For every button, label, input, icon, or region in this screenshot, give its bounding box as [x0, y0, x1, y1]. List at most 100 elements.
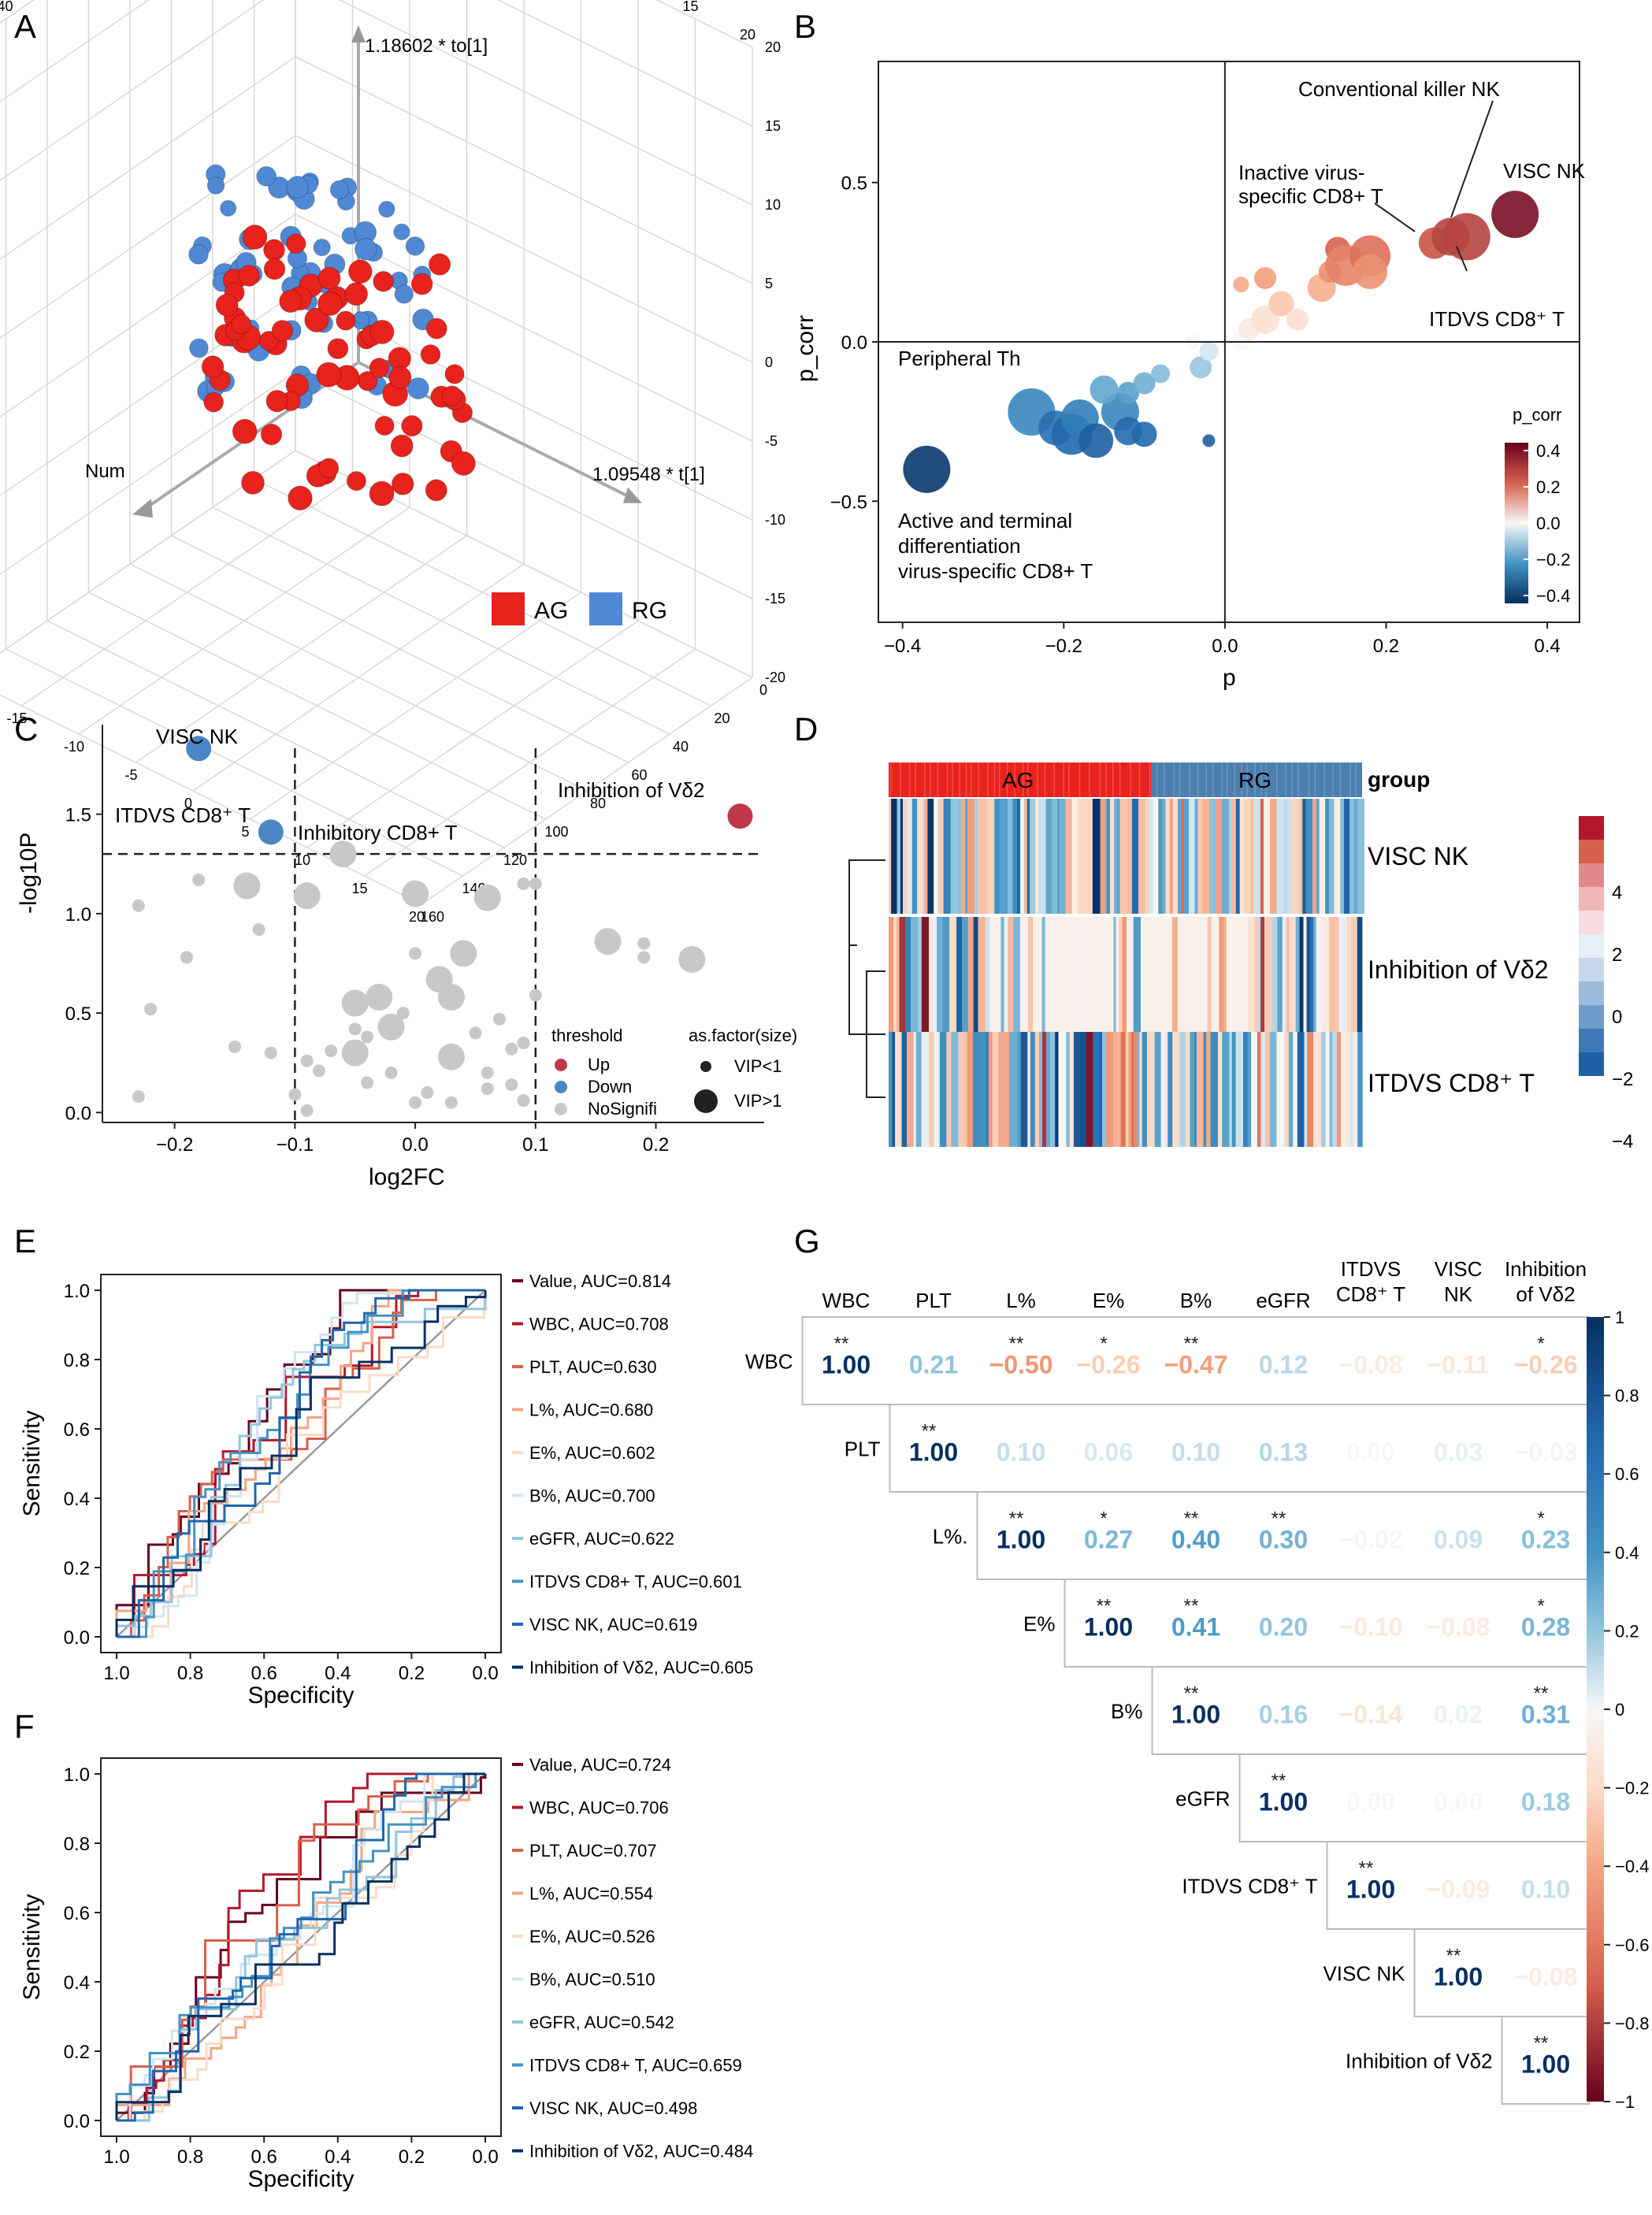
nosig-point: [637, 951, 651, 964]
group-label-ag: AG: [1002, 768, 1034, 792]
heatmap-cell: [1269, 1032, 1277, 1147]
heatmap-cell: [937, 917, 942, 1032]
nosig-point: [341, 989, 369, 1017]
ag-point: [232, 418, 258, 444]
nosig-point: [384, 1066, 398, 1079]
heatmap-cell: [1004, 917, 1008, 1032]
heatmap-cell: [989, 917, 994, 1032]
x-tick-label: 0.2: [399, 1663, 425, 1684]
x-tick-label: −0.1: [277, 1134, 314, 1156]
heatmap-cell: [1282, 917, 1286, 1032]
ag-point: [316, 362, 342, 388]
roc-frame: [100, 1274, 502, 1653]
tick-label: -10: [64, 739, 84, 755]
cbar-block: [1579, 958, 1604, 981]
loading-point: [1090, 375, 1119, 404]
heatmap-cell: [1060, 799, 1066, 914]
roc-xlabel: Specificity: [247, 1683, 354, 1709]
column-label: L%: [1006, 1289, 1036, 1312]
heatmap-cell: [1190, 1032, 1194, 1147]
corr-value: 0.41: [1171, 1613, 1220, 1642]
legend-nosig-label: NoSignifi: [588, 1099, 657, 1119]
label-c-itdvs: ITDVS CD8⁺ T: [115, 803, 251, 827]
ag-point: [327, 338, 349, 360]
legend-vip-small-dot: [700, 1061, 711, 1072]
heatmap-cell: [988, 1032, 993, 1147]
loading-point: [1199, 342, 1219, 362]
heatmap-cell: [1078, 799, 1086, 914]
heatmap-cell: [1122, 917, 1127, 1032]
corr-star: *: [1537, 1334, 1544, 1355]
panel-label-b: B: [794, 8, 816, 45]
heatmap-cell: [1257, 917, 1261, 1032]
group-stripe: [987, 762, 989, 797]
heatmap-cell: [1329, 1032, 1333, 1147]
ag-point: [347, 259, 373, 284]
heatmap-cell: [1055, 1032, 1059, 1147]
heatmap-cell: [1119, 799, 1127, 914]
loading-point: [1268, 291, 1294, 317]
nosig-point: [450, 940, 477, 967]
heatmap-cell: [1041, 917, 1045, 1032]
grid-line: [364, 648, 696, 877]
heatmap-cell: [1073, 917, 1082, 1032]
corr-value: −0.11: [1427, 1351, 1489, 1379]
heatmap-cell: [1250, 799, 1254, 914]
group-stripe: [952, 762, 953, 797]
tick-label: 0: [765, 354, 773, 370]
heatmap-cell: [1045, 917, 1049, 1032]
corr-value: 0.02: [1434, 1701, 1483, 1729]
heatmap-cell: [934, 1032, 940, 1147]
ag-point: [373, 271, 394, 292]
heatmap-cell: [1222, 1032, 1230, 1147]
panel-a-z-axis-label: 1.18602 * to[1]: [365, 35, 488, 57]
group-stripe: [1189, 762, 1190, 797]
rg-point: [189, 338, 209, 358]
corr-star: *: [1100, 1334, 1107, 1355]
heatmap-cell: [927, 799, 934, 914]
corr-star: *: [1537, 1508, 1544, 1530]
panel-label-g: G: [794, 1223, 820, 1260]
nosig-point: [481, 1066, 494, 1079]
nosig-point: [517, 1037, 530, 1049]
rg-point: [405, 236, 425, 256]
cbar-block: [1579, 887, 1604, 911]
heatmap-cell: [1221, 799, 1230, 914]
heatmap-cell: [1184, 799, 1189, 914]
roc-curve: [117, 1772, 485, 2122]
x-tick-label: 0.1: [522, 1134, 548, 1156]
y-tick-label: 0.5: [65, 1004, 91, 1025]
heatmap-cell: [949, 917, 957, 1032]
ag-point: [242, 224, 268, 250]
corr-value: 0.10: [997, 1438, 1045, 1467]
heatmap-cell: [1303, 917, 1307, 1032]
heatmap-cell: [1287, 799, 1293, 914]
dendrogram: [848, 859, 885, 1098]
x-tick-label: −0.2: [1045, 636, 1082, 657]
corr-value: 0.00: [1346, 1788, 1395, 1816]
heatmap-cell: [1197, 1032, 1204, 1147]
cbar-tick-label: 0.2: [1615, 1621, 1639, 1641]
roc-curve: [115, 1289, 485, 1637]
legend-down-label: Down: [588, 1077, 632, 1096]
loading-point: [1286, 308, 1309, 331]
loading-point: [1151, 364, 1171, 384]
corr-star: *: [1537, 1596, 1544, 1617]
x-tick-label: 0.6: [251, 2146, 277, 2168]
group-stripe: [1332, 762, 1334, 797]
heatmap-cell: [1100, 799, 1107, 914]
group-stripe: [1179, 762, 1181, 797]
group-stripe: [1339, 762, 1342, 797]
heatmap-cell: [1336, 1032, 1342, 1147]
loading-point: [1353, 254, 1388, 289]
x-tick-label: −0.4: [884, 636, 921, 657]
heatmap-cell: [1147, 917, 1151, 1032]
column-label: WBC: [822, 1289, 871, 1312]
x-tick-label: 0.0: [472, 1663, 498, 1684]
heatmap-cell: [1253, 799, 1260, 914]
legend-down-dot: [555, 1081, 567, 1093]
cbar-tick-label: −0.2: [1615, 1779, 1649, 1798]
group-stripe: [1221, 762, 1223, 797]
loading-point: [1442, 213, 1491, 261]
heatmap-cell: [1008, 917, 1014, 1032]
